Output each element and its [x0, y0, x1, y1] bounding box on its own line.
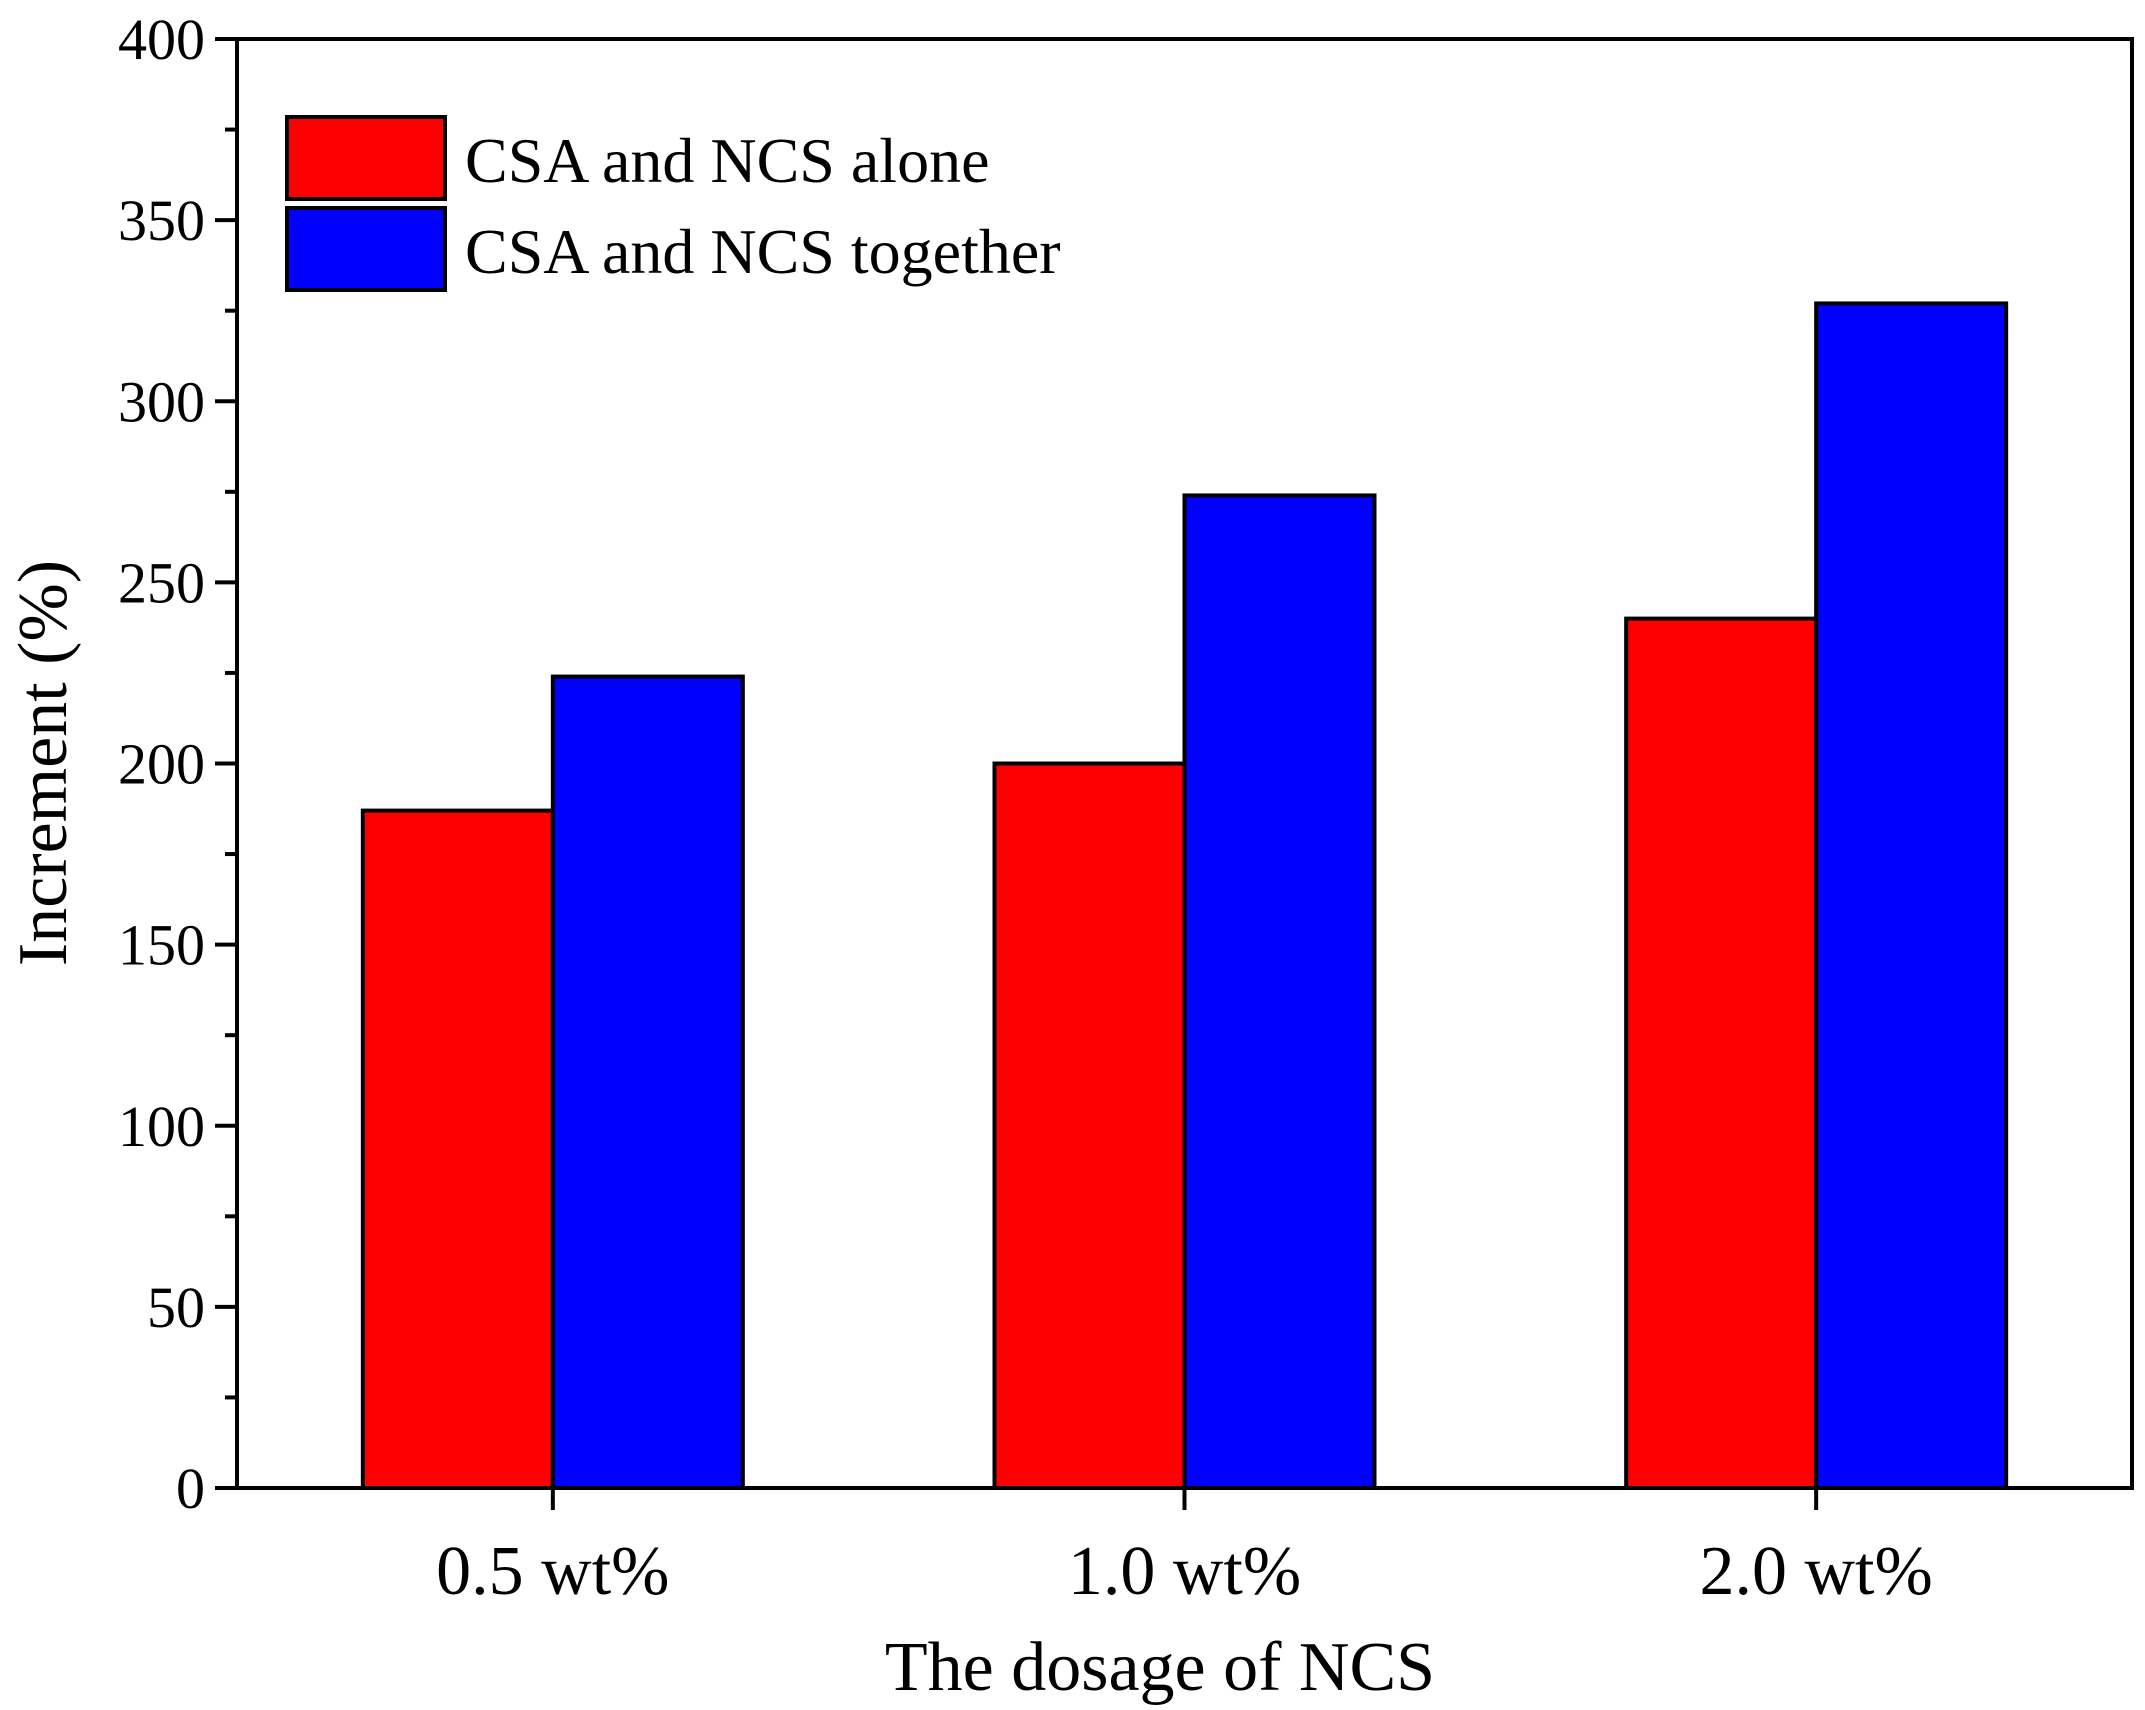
bar-alone-1: [992, 761, 1187, 1490]
y-tick-label: 350: [118, 188, 205, 253]
x-category-label: 1.0 wt%: [1068, 1533, 1301, 1610]
y-axis-title: Increment (%): [5, 560, 82, 966]
legend-label-alone: CSA and NCS alone: [465, 125, 989, 196]
y-tick-label: 0: [176, 1456, 205, 1521]
bar-together-1: [1182, 493, 1377, 1490]
bars-group: [360, 301, 2009, 1490]
x-category-label: 0.5 wt%: [436, 1533, 669, 1610]
y-tick-label: 300: [118, 369, 205, 434]
legend-label-together: CSA and NCS together: [465, 216, 1061, 287]
legend: CSA and NCS alone CSA and NCS together: [285, 115, 1061, 292]
x-category-label: 2.0 wt%: [1700, 1533, 1933, 1610]
bar-together-2: [1814, 301, 2009, 1490]
x-axis: 0.5 wt% 1.0 wt% 2.0 wt%: [436, 1488, 1933, 1610]
legend-swatch-alone: [285, 115, 447, 201]
y-tick-label: 250: [118, 550, 205, 615]
y-tick-label: 400: [118, 7, 205, 72]
y-tick-label: 150: [118, 913, 205, 978]
y-tick-label: 100: [118, 1094, 205, 1159]
y-tick-label: 50: [147, 1275, 205, 1340]
bar-together-0: [550, 674, 745, 1490]
bar-alone-2: [1624, 616, 1819, 1490]
y-tick-label: 200: [118, 732, 205, 797]
x-axis-title: The dosage of NCS: [885, 1629, 1435, 1706]
bar-alone-0: [360, 808, 555, 1490]
legend-swatch-together: [285, 206, 447, 292]
y-axis: 0 50 100 150 200 250 300 350 400: [118, 7, 237, 1521]
